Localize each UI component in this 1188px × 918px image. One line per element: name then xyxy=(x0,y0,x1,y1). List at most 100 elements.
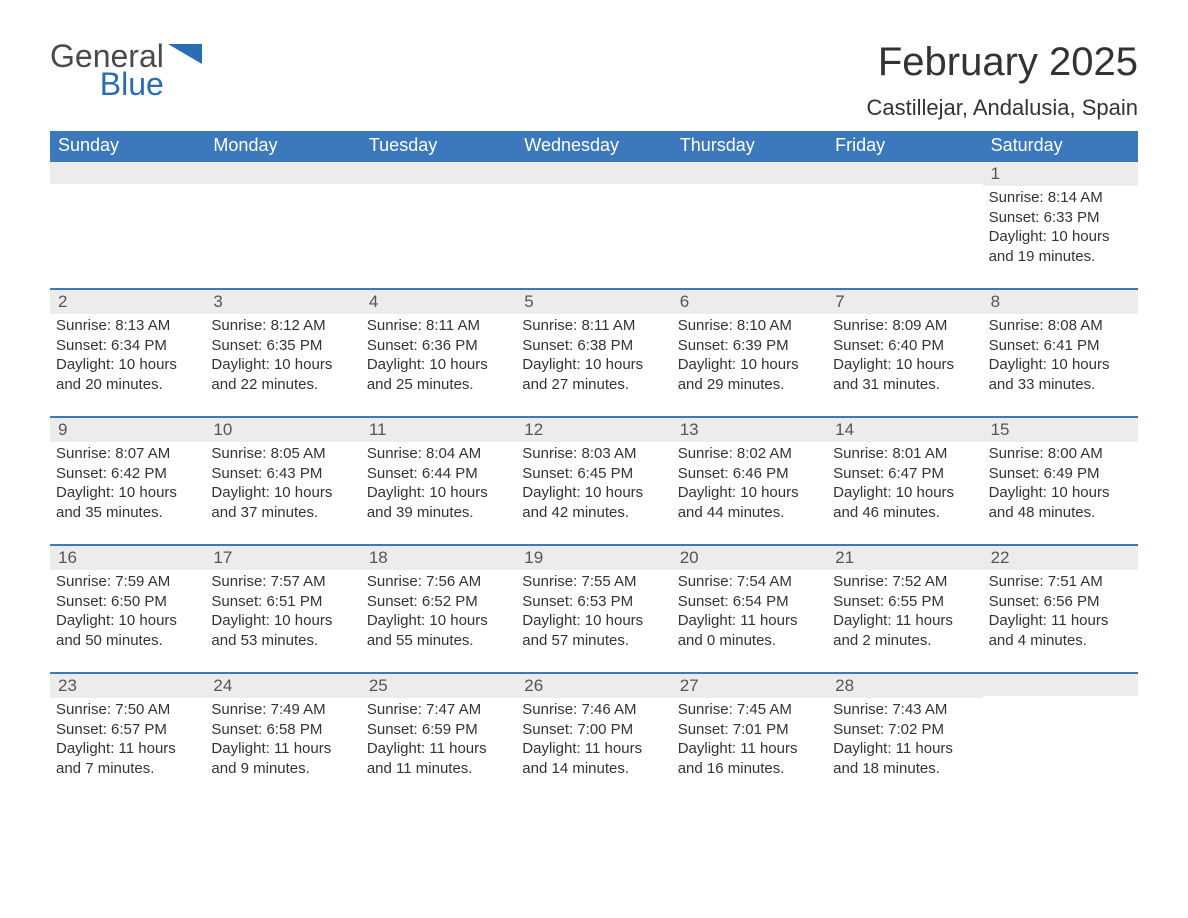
sunset-line: Sunset: 6:35 PM xyxy=(211,336,354,356)
day-number xyxy=(361,162,516,184)
weekday-header: Friday xyxy=(827,131,982,160)
location: Castillejar, Andalusia, Spain xyxy=(867,95,1139,121)
sunrise-line: Sunrise: 8:01 AM xyxy=(833,444,976,464)
day-number: 16 xyxy=(50,546,205,570)
sunset-line: Sunset: 6:57 PM xyxy=(56,720,199,740)
sunset-line: Sunset: 6:59 PM xyxy=(367,720,510,740)
day-cell: 8Sunrise: 8:08 AMSunset: 6:41 PMDaylight… xyxy=(983,290,1138,408)
sunrise-line: Sunrise: 8:10 AM xyxy=(678,316,821,336)
day-cell xyxy=(50,162,205,280)
sunrise-line: Sunrise: 7:55 AM xyxy=(522,572,665,592)
day-cell: 23Sunrise: 7:50 AMSunset: 6:57 PMDayligh… xyxy=(50,674,205,792)
day-cell: 10Sunrise: 8:05 AMSunset: 6:43 PMDayligh… xyxy=(205,418,360,536)
day-number: 22 xyxy=(983,546,1138,570)
sunrise-line: Sunrise: 8:14 AM xyxy=(989,188,1132,208)
sunset-line: Sunset: 7:02 PM xyxy=(833,720,976,740)
day-number: 28 xyxy=(827,674,982,698)
sunset-line: Sunset: 6:58 PM xyxy=(211,720,354,740)
daylight-line-1: Daylight: 11 hours xyxy=(678,611,821,631)
day-cell: 18Sunrise: 7:56 AMSunset: 6:52 PMDayligh… xyxy=(361,546,516,664)
day-cell xyxy=(516,162,671,280)
sunrise-line: Sunrise: 8:11 AM xyxy=(522,316,665,336)
daylight-line-1: Daylight: 10 hours xyxy=(522,611,665,631)
sunrise-line: Sunrise: 8:13 AM xyxy=(56,316,199,336)
daylight-line-2: and 20 minutes. xyxy=(56,375,199,395)
daylight-line-2: and 0 minutes. xyxy=(678,631,821,651)
sunset-line: Sunset: 6:55 PM xyxy=(833,592,976,612)
day-cell: 24Sunrise: 7:49 AMSunset: 6:58 PMDayligh… xyxy=(205,674,360,792)
day-number: 6 xyxy=(672,290,827,314)
weekday-header: Monday xyxy=(205,131,360,160)
day-cell xyxy=(983,674,1138,792)
sunrise-line: Sunrise: 7:59 AM xyxy=(56,572,199,592)
daylight-line-1: Daylight: 10 hours xyxy=(833,483,976,503)
day-cell: 5Sunrise: 8:11 AMSunset: 6:38 PMDaylight… xyxy=(516,290,671,408)
title-block: February 2025 Castillejar, Andalusia, Sp… xyxy=(867,40,1139,121)
day-cell: 28Sunrise: 7:43 AMSunset: 7:02 PMDayligh… xyxy=(827,674,982,792)
daylight-line-1: Daylight: 10 hours xyxy=(678,355,821,375)
daylight-line-1: Daylight: 10 hours xyxy=(522,355,665,375)
day-number: 14 xyxy=(827,418,982,442)
sunset-line: Sunset: 6:38 PM xyxy=(522,336,665,356)
daylight-line-2: and 48 minutes. xyxy=(989,503,1132,523)
day-cell: 15Sunrise: 8:00 AMSunset: 6:49 PMDayligh… xyxy=(983,418,1138,536)
day-number xyxy=(672,162,827,184)
day-cell: 22Sunrise: 7:51 AMSunset: 6:56 PMDayligh… xyxy=(983,546,1138,664)
day-number xyxy=(983,674,1138,696)
day-number: 19 xyxy=(516,546,671,570)
day-cell: 2Sunrise: 8:13 AMSunset: 6:34 PMDaylight… xyxy=(50,290,205,408)
daylight-line-2: and 16 minutes. xyxy=(678,759,821,779)
sunset-line: Sunset: 6:34 PM xyxy=(56,336,199,356)
daylight-line-1: Daylight: 10 hours xyxy=(989,483,1132,503)
daylight-line-2: and 14 minutes. xyxy=(522,759,665,779)
daylight-line-1: Daylight: 11 hours xyxy=(56,739,199,759)
daylight-line-1: Daylight: 10 hours xyxy=(833,355,976,375)
daylight-line-1: Daylight: 11 hours xyxy=(367,739,510,759)
daylight-line-2: and 46 minutes. xyxy=(833,503,976,523)
daylight-line-1: Daylight: 10 hours xyxy=(56,611,199,631)
sunrise-line: Sunrise: 8:04 AM xyxy=(367,444,510,464)
day-cell: 14Sunrise: 8:01 AMSunset: 6:47 PMDayligh… xyxy=(827,418,982,536)
day-cell: 9Sunrise: 8:07 AMSunset: 6:42 PMDaylight… xyxy=(50,418,205,536)
day-cell: 27Sunrise: 7:45 AMSunset: 7:01 PMDayligh… xyxy=(672,674,827,792)
sunrise-line: Sunrise: 8:05 AM xyxy=(211,444,354,464)
sunset-line: Sunset: 6:44 PM xyxy=(367,464,510,484)
week-row: 9Sunrise: 8:07 AMSunset: 6:42 PMDaylight… xyxy=(50,416,1138,544)
week-row: 16Sunrise: 7:59 AMSunset: 6:50 PMDayligh… xyxy=(50,544,1138,672)
day-number: 5 xyxy=(516,290,671,314)
day-cell: 1Sunrise: 8:14 AMSunset: 6:33 PMDaylight… xyxy=(983,162,1138,280)
daylight-line-2: and 11 minutes. xyxy=(367,759,510,779)
day-number: 10 xyxy=(205,418,360,442)
day-cell: 17Sunrise: 7:57 AMSunset: 6:51 PMDayligh… xyxy=(205,546,360,664)
sunset-line: Sunset: 6:42 PM xyxy=(56,464,199,484)
daylight-line-2: and 39 minutes. xyxy=(367,503,510,523)
daylight-line-2: and 27 minutes. xyxy=(522,375,665,395)
day-number: 25 xyxy=(361,674,516,698)
daylight-line-2: and 44 minutes. xyxy=(678,503,821,523)
daylight-line-1: Daylight: 11 hours xyxy=(833,739,976,759)
logo-text: General Blue xyxy=(50,40,164,100)
daylight-line-2: and 29 minutes. xyxy=(678,375,821,395)
day-number: 2 xyxy=(50,290,205,314)
daylight-line-2: and 19 minutes. xyxy=(989,247,1132,267)
sunrise-line: Sunrise: 7:56 AM xyxy=(367,572,510,592)
day-number xyxy=(827,162,982,184)
sunrise-line: Sunrise: 8:03 AM xyxy=(522,444,665,464)
week-row: 23Sunrise: 7:50 AMSunset: 6:57 PMDayligh… xyxy=(50,672,1138,800)
sunrise-line: Sunrise: 8:08 AM xyxy=(989,316,1132,336)
sunrise-line: Sunrise: 8:11 AM xyxy=(367,316,510,336)
sunrise-line: Sunrise: 8:12 AM xyxy=(211,316,354,336)
daylight-line-1: Daylight: 10 hours xyxy=(211,611,354,631)
sunrise-line: Sunrise: 8:09 AM xyxy=(833,316,976,336)
sunrise-line: Sunrise: 7:51 AM xyxy=(989,572,1132,592)
daylight-line-2: and 18 minutes. xyxy=(833,759,976,779)
weekday-header: Sunday xyxy=(50,131,205,160)
month-title: February 2025 xyxy=(867,40,1139,85)
daylight-line-2: and 2 minutes. xyxy=(833,631,976,651)
sunset-line: Sunset: 6:54 PM xyxy=(678,592,821,612)
daylight-line-1: Daylight: 10 hours xyxy=(367,611,510,631)
day-number: 21 xyxy=(827,546,982,570)
sunrise-line: Sunrise: 7:49 AM xyxy=(211,700,354,720)
sunrise-line: Sunrise: 7:46 AM xyxy=(522,700,665,720)
sunset-line: Sunset: 6:50 PM xyxy=(56,592,199,612)
